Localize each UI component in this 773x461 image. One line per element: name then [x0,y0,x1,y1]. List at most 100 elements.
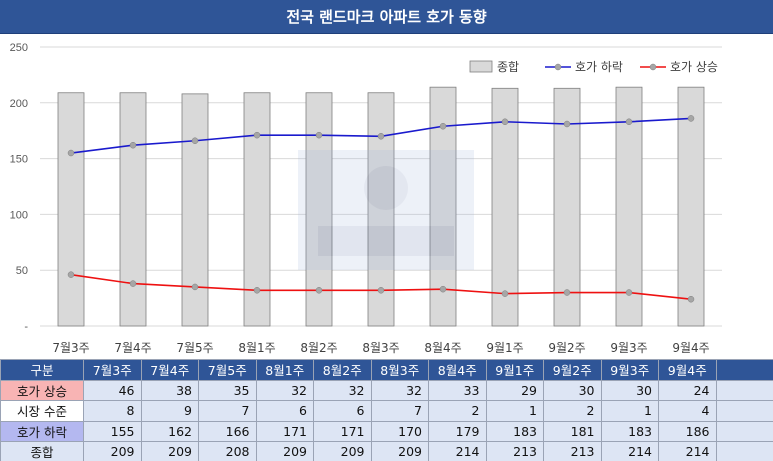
table-cell: 30 [600,379,659,401]
table-header-cell: 7월3주 [83,359,142,381]
table-header-cell: 8월2주 [313,359,372,381]
table-cell: 214 [600,441,659,461]
point-rise [501,290,509,297]
table-cell: 29 [485,379,544,401]
x-tick-label: 8월3주 [362,341,399,355]
x-tick-label: 8월1주 [238,341,275,355]
table-row-label: 시장 수준 [0,400,84,422]
y-tick-label: - [24,321,28,333]
table-cell-blank [715,420,773,442]
table-cell: 24 [658,379,717,401]
table-cell: 209 [255,441,314,461]
table-cell: 209 [370,441,429,461]
table-cell-blank [715,379,773,401]
table-cell: 6 [255,400,314,422]
table-cell: 213 [485,441,544,461]
table-header-cell: 9월1주 [485,359,544,381]
point-rise [253,287,261,294]
point-rise [191,283,199,291]
table-row: 시장 수준 8 9 7 6 6 7 2 1 2 1 4 [0,400,773,422]
table-cell: 38 [140,379,199,401]
point-fall [439,122,447,130]
table-cell: 32 [313,379,372,401]
point-fall [191,137,199,144]
table-cell: 155 [83,420,142,442]
x-tick-label: 9월1주 [486,341,523,355]
point-fall [625,118,633,126]
point-rise [129,280,137,287]
table-header-label: 구분 [0,359,84,381]
table-cell: 170 [370,420,429,442]
legend-swatch-total [469,60,493,73]
point-rise [625,289,633,296]
point-fall [501,118,509,126]
legend-label-total: 종합 [497,60,519,74]
table-cell: 8 [83,400,142,422]
table-cell: 7 [198,400,257,422]
x-tick-label: 7월5주 [176,341,213,355]
table-cell: 30 [543,379,602,401]
table-header-row: 구분 7월3주 7월4주 7월5주 8월1주 8월2주 8월3주 8월4주 9월1주 9월2주 9… [0,359,773,381]
point-fall [687,115,695,122]
table-cell: 213 [543,441,602,461]
table-cell: 166 [198,420,257,442]
table-cell: 183 [485,420,544,442]
table-row: 종합 209 209 208 209 209 209 214 213 213 214 214 [0,441,773,461]
x-tick-label: 7월4주 [114,341,151,355]
table-cell: 162 [140,420,199,442]
table-cell-blank [715,400,773,422]
point-rise [687,295,695,303]
table-row-label: 종합 [0,441,84,461]
bar-total [491,87,519,327]
y-tick-label: 100 [10,209,28,221]
table-header-cell: 8월3주 [370,359,429,381]
x-tick-label: 8월4주 [424,341,461,355]
table-cell: 208 [198,441,257,461]
table-cell: 214 [658,441,717,461]
table-header-blank [715,359,773,381]
bar-total [615,86,643,327]
table-cell: 1 [600,400,659,422]
point-fall [377,133,385,140]
data-table: 구분 7월3주 7월4주 7월5주 8월1주 8월2주 8월3주 8월4주 9월1주 9월2주 9… [0,359,773,461]
legend-marker-rise [649,63,657,71]
table-row: 호가 하락 155 162 166 171 171 170 179 183 181 183 186 [0,420,773,442]
point-fall [315,131,323,139]
table-header-cell: 9월2주 [543,359,602,381]
y-tick-label: 200 [10,98,28,110]
table-cell: 209 [83,441,142,461]
table-cell: 2 [543,400,602,422]
table-row-label: 호가 하락 [0,420,84,442]
x-tick-label: 9월3주 [610,341,647,355]
table-cell: 7 [370,400,429,422]
table-cell: 181 [543,420,602,442]
chart-title: 전국 랜드마크 아파트 호가 동향 [0,0,773,34]
table-header-cell: 9월3주 [600,359,659,381]
table-header-cell: 9월4주 [658,359,717,381]
point-rise [67,271,75,278]
table-cell: 32 [255,379,314,401]
point-rise [377,287,385,294]
table-cell: 209 [313,441,372,461]
table-cell: 186 [658,420,717,442]
table-row: 호가 상승 46 38 35 32 32 32 33 29 30 30 24 [0,379,773,401]
x-tick-label: 9월4주 [672,341,709,355]
x-tick-label: 7월3주 [52,341,89,355]
table-cell: 183 [600,420,659,442]
bar-total [553,87,581,327]
legend-marker-fall [554,63,562,71]
table-header-cell: 7월5주 [198,359,257,381]
legend-label-rise: 호가 상승 [670,60,718,74]
point-fall [563,120,571,128]
y-tick-label: 50 [16,265,28,277]
x-tick-label: 8월2주 [300,341,337,355]
table-header-cell: 7월4주 [140,359,199,381]
legend-label-fall: 호가 하락 [575,60,623,74]
table-cell: 9 [140,400,199,422]
y-tick-label: 150 [10,154,28,166]
table-header-cell: 8월4주 [428,359,487,381]
table-row-label: 호가 상승 [0,379,84,401]
table-cell: 1 [485,400,544,422]
point-rise [563,289,571,296]
point-fall [67,149,75,157]
